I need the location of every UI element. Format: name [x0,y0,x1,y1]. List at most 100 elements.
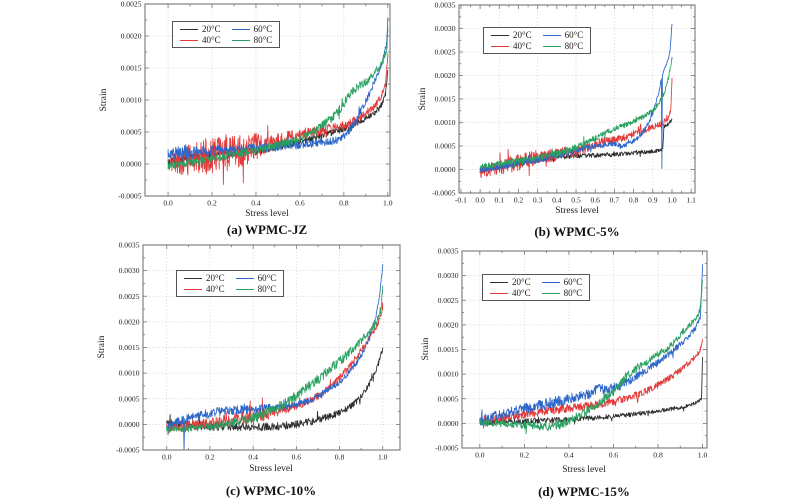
x-tick-label: 0.5 [571,196,581,205]
axis-ticks [143,244,400,451]
tick-labels: 0.0 0.2 0.4 0.6 0.8 1.0 -0.0005 0.0000 0.0005 0.0… [435,247,707,460]
legend-line-sample [231,28,250,30]
axis-ticks [459,4,695,194]
x-tick-label: 1.0 [667,196,677,205]
legend-label: 20°C [202,24,221,34]
y-tick-label: 0.0025 [438,296,459,305]
y-tick-label: 0.0020 [119,317,140,326]
y-tick-label: -0.0005 [432,189,456,198]
legend-line-sample [541,292,560,294]
legend-line-sample [542,45,561,47]
legend-item-60°C: 60°C [541,277,583,287]
legend-item-20°C: 20°C [180,24,221,34]
legend-item-80°C: 80°C [235,284,277,294]
tick-labels: 0.0 0.2 0.4 0.6 0.8 1.0 -0.0005 0.0000 0.0005 0.0… [116,241,388,462]
x-tick-label: 1.0 [383,199,393,208]
legend-item-60°C: 60°C [542,30,584,40]
y-tick-label: 0.0010 [121,96,142,105]
x-tick-label: 0.6 [292,453,302,462]
legend-label: 20°C [206,273,225,283]
legend-line-sample [184,277,202,279]
y-tick-label: 0.0005 [435,142,456,151]
legend-item-20°C: 20°C [491,30,532,40]
x-tick-label: 0.0 [475,451,485,460]
y-tick-label: 0.0015 [435,95,456,104]
y-tick-label: 0.0010 [119,369,140,378]
tick-labels: 0.0 0.2 0.4 0.6 0.8 1.0 -0.0005 0.0000 0.0005 0.0… [118,0,393,208]
x-tick-label: 0.8 [653,451,663,460]
panel-a: 0.0 0.2 0.4 0.6 0.8 1.0 -0.0005 0.0000 0.0005 0.0… [118,0,393,208]
legend-line-sample [184,288,202,290]
x-tick-label: 0.0 [163,199,173,208]
legend-item-20°C: 20°C [184,273,225,283]
x-tick-label: 1.1 [686,196,696,205]
x-tick-label: 0.0 [162,453,172,462]
y-tick-label: 0.0005 [119,394,140,403]
panel-d-xlabel: Stress level [562,465,606,475]
legend-label: 80°C [257,284,277,294]
legend-item-80°C: 80°C [542,41,584,51]
x-tick-label: 0.4 [552,196,562,205]
panel-d: 0.0 0.2 0.4 0.6 0.8 1.0 -0.0005 0.0000 0.0005 0.0… [435,247,708,460]
y-tick-label: 0.0015 [121,64,142,73]
series-line-60°C [479,23,673,174]
panel-d-legend: 20°C 40°C 60°C 80°C [482,274,591,301]
x-tick-label: 0.2 [207,199,217,208]
y-tick-label: 0.0000 [121,160,142,169]
x-tick-label: 0.4 [564,451,574,460]
panel-c-legend: 20°C 40°C 60°C 80°C [176,270,285,297]
x-tick-label: 0.8 [335,453,345,462]
panel-b-xlabel: Stress level [555,206,599,216]
y-tick-label: 0.0010 [438,370,459,379]
legend-line-sample [180,39,198,41]
legend-label: 80°C [253,35,273,45]
y-tick-label: 0.0030 [435,24,456,33]
y-tick-label: 0.0025 [119,292,140,301]
panel-c-ylabel: Strain [97,335,107,359]
tick-labels: -0.1 0.0 0.1 0.2 0.3 0.4 0.5 0.6 0.7 0.8 0.9 1.0 1.1… [432,1,696,205]
series-line-80°C [166,285,384,434]
y-tick-label: 0.0015 [438,345,459,354]
legend-label: 20°C [512,277,531,287]
legend-label: 80°C [563,288,583,298]
legend-label: 80°C [564,41,584,51]
x-tick-label: 0.2 [205,453,215,462]
legend-item-80°C: 80°C [541,288,583,298]
legend-line-sample [235,288,254,290]
panel-b: -0.1 0.0 0.1 0.2 0.3 0.4 0.5 0.6 0.7 0.8 0.9 1.0 1.1… [432,1,696,205]
panel-d-title: (d) WPMC-15% [538,484,630,499]
panel-b-title: (b) WPMC-5% [534,224,620,239]
legend-item-80°C: 80°C [231,35,273,45]
legend-line-sample [490,292,508,294]
panel-c-title: (c) WPMC-10% [225,483,317,498]
y-tick-label: -0.0005 [435,444,459,453]
panel-a-title: (a) WPMC-JZ [226,222,308,237]
x-tick-label: 0.8 [339,199,349,208]
legend-item-20°C: 20°C [490,277,531,287]
axis-ticks [145,3,390,197]
x-tick-label: 0.6 [295,199,305,208]
x-tick-label: 0.2 [520,451,530,460]
x-tick-label: 0.1 [495,196,505,205]
x-tick-label: 1.0 [378,453,388,462]
legend-label: 60°C [253,24,273,34]
legend-label: 40°C [513,41,532,51]
panel-a-ylabel: Strain [99,88,109,112]
legend-line-sample [541,281,560,283]
y-tick-label: 0.0015 [119,343,140,352]
series-line-40°C [167,53,389,185]
y-tick-label: 0.0025 [435,48,456,57]
y-tick-label: 0.0000 [438,419,459,428]
legend-label: 60°C [564,30,584,40]
panel-b-legend: 20°C 40°C 60°C 80°C [483,27,592,54]
legend-line-sample [180,28,198,30]
y-tick-label: 0.0005 [121,128,142,137]
legend-label: 20°C [513,30,532,40]
x-tick-label: 0.8 [629,196,639,205]
legend-label: 40°C [206,284,225,294]
legend-label: 60°C [563,277,583,287]
panel-c-xlabel: Stress level [249,464,293,474]
series-line-60°C [479,264,703,426]
y-tick-label: 0.0005 [438,394,459,403]
